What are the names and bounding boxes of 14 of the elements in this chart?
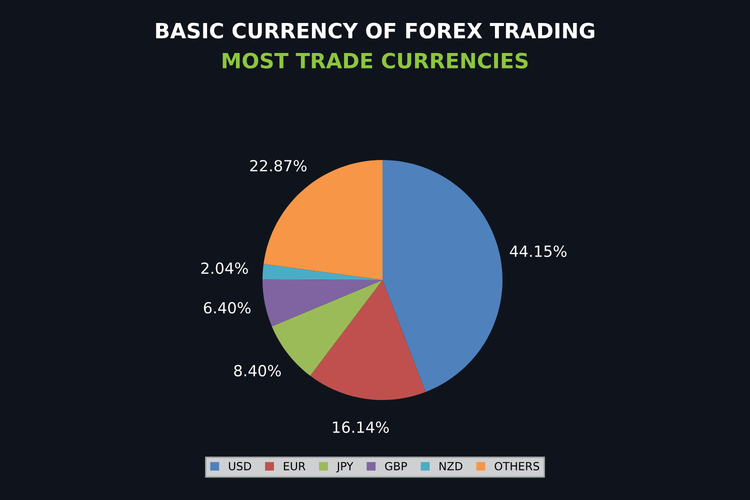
legend-label: JPY xyxy=(336,462,354,472)
legend-label: GBP xyxy=(385,462,408,470)
data-label: 6.40% xyxy=(204,302,251,314)
legend-label: NZD xyxy=(440,462,462,470)
data-label: 2.04% xyxy=(201,262,248,274)
legend-label: USD xyxy=(228,462,252,470)
data-label: 22.87% xyxy=(250,160,307,172)
data-label: 8.40% xyxy=(234,364,281,376)
chart-subtitle: MOST TRADE CURRENCIES xyxy=(222,52,528,69)
legend-label: EUR xyxy=(284,462,306,470)
data-label: 44.15% xyxy=(510,245,567,258)
legend-label: OTHERS xyxy=(494,462,540,470)
data-label: 16.14% xyxy=(333,421,389,433)
chart-title: BASIC CURRENCY OF FOREX TRADING xyxy=(156,22,594,39)
